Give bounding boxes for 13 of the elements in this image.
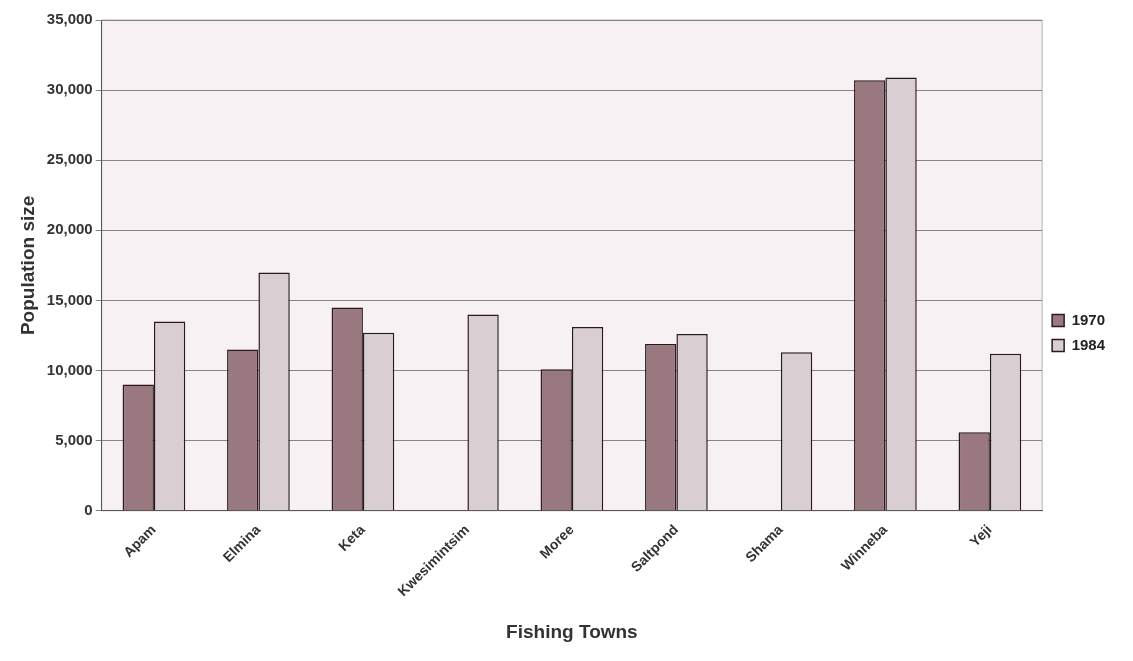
- y-tick-label: 30,000: [46, 80, 93, 98]
- y-tick-label: 25,000: [46, 150, 93, 168]
- legend-label: 1970: [1071, 310, 1106, 328]
- x-axis-title: Fishing Towns: [506, 620, 638, 642]
- y-tick-label: 10,000: [46, 360, 93, 378]
- legend-label: 1984: [1071, 335, 1106, 353]
- y-axis-title: Population size: [16, 195, 38, 336]
- y-tick-label: 15,000: [46, 290, 93, 308]
- y-tick-label: 35,000: [46, 10, 93, 28]
- y-tick-label: 5,000: [55, 430, 93, 448]
- y-tick-label: 0: [84, 500, 93, 518]
- x-tick-label: Yeji: [966, 521, 995, 550]
- y-tick-label: 20,000: [46, 220, 93, 238]
